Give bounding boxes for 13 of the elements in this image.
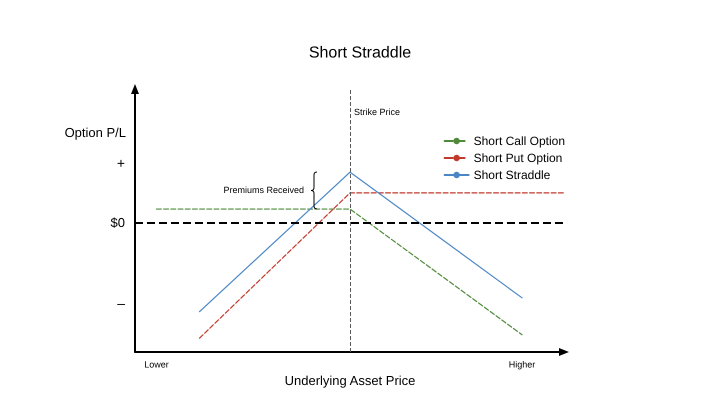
x-tick-label: Higher — [508, 360, 536, 370]
legend-label: Short Call Option — [474, 134, 566, 148]
legend-label: Short Straddle — [474, 168, 551, 182]
y-axis-title: Option P/L — [64, 125, 126, 140]
x-tick-label: Lower — [144, 360, 169, 370]
ref-line-label: $0 — [110, 214, 125, 230]
legend-label: Short Put Option — [474, 151, 562, 165]
chart-title: Short Straddle — [308, 44, 412, 62]
text: + — [116, 154, 125, 171]
x-axis-title: Underlying Asset Price — [284, 372, 416, 388]
text: Strike Price — [354, 107, 400, 117]
annotation: Premiums Received — [223, 184, 304, 195]
text: – — [117, 294, 125, 311]
